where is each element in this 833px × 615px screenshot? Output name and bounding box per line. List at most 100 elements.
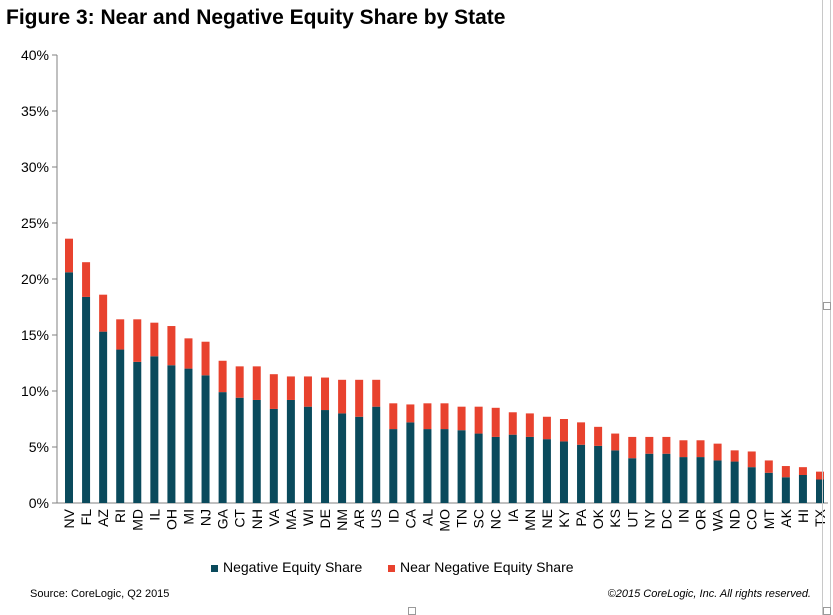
bar-near-negative-nm (338, 379, 347, 414)
bar-negative-co (747, 467, 756, 503)
bar-near-negative-ks (611, 433, 620, 451)
y-tick-label: 35% (21, 103, 49, 119)
bar-near-negative-in (679, 440, 688, 458)
x-tick-label: WI (300, 509, 316, 526)
x-tick-label: SC (471, 509, 487, 528)
source-note: Source: CoreLogic, Q2 2015 (30, 588, 170, 600)
x-tick-label: TX (812, 508, 828, 527)
bar-negative-va (269, 408, 278, 503)
chart-title: Figure 3: Near and Negative Equity Share… (6, 6, 506, 29)
legend-label-negative: Negative Equity Share (223, 559, 363, 575)
x-tick-label: MO (437, 509, 453, 532)
bar-near-negative-ct (235, 366, 244, 398)
bar-near-negative-ak (781, 466, 790, 478)
x-tick-label: DE (317, 509, 333, 528)
x-tick-label: AR (351, 509, 367, 528)
bar-near-negative-az (99, 294, 108, 332)
x-tick-label: AK (778, 508, 794, 527)
bar-near-negative-fl (82, 262, 91, 297)
x-tick-label: MN (522, 509, 538, 531)
bar-negative-wa (713, 460, 722, 503)
bar-near-negative-tx (816, 471, 824, 480)
legend-swatch-negative (211, 565, 218, 572)
bar-near-negative-nj (201, 341, 210, 376)
bar-negative-ut (628, 458, 637, 503)
bar-near-negative-il (150, 322, 159, 357)
bar-negative-il (150, 356, 159, 503)
bar-near-negative-va (269, 374, 278, 409)
bar-negative-or (696, 457, 705, 503)
x-tick-label: MI (180, 509, 196, 525)
bar-near-negative-co (747, 451, 756, 468)
x-tick-label: VA (266, 508, 282, 526)
bar-near-negative-wa (713, 443, 722, 461)
bar-negative-al (423, 429, 432, 503)
y-tick-label: 40% (21, 47, 49, 63)
bar-negative-nd (730, 461, 739, 503)
bar-negative-sc (474, 433, 483, 503)
x-tick-label: ID (385, 509, 401, 523)
bar-near-negative-ok (594, 426, 603, 446)
x-tick-label: OR (693, 509, 709, 530)
bar-negative-oh (167, 365, 176, 503)
bar-near-negative-ut (628, 436, 637, 459)
x-tick-label: MD (129, 509, 145, 531)
x-tick-label: FL (78, 509, 94, 526)
bar-near-negative-nh (252, 366, 261, 400)
bar-negative-ny (645, 453, 654, 503)
x-tick-label: OH (163, 509, 179, 530)
x-tick-label: NY (641, 508, 657, 528)
y-tick-label: 20% (21, 271, 49, 287)
x-tick-label: TN (454, 509, 470, 528)
bar-negative-nj (201, 375, 210, 503)
bar-negative-md (133, 361, 142, 503)
bar-near-negative-ma (286, 376, 295, 400)
bar-negative-hi (798, 475, 807, 503)
bar-near-negative-nv (65, 238, 73, 273)
bar-near-negative-or (696, 440, 705, 458)
x-tick-label: GA (215, 508, 231, 529)
x-tick-label: MT (761, 509, 777, 530)
bar-negative-mt (764, 472, 773, 503)
bar-negative-mo (440, 429, 449, 503)
resize-handle[interactable] (823, 302, 831, 310)
bar-near-negative-mt (764, 460, 773, 473)
y-tick-label: 15% (21, 327, 49, 343)
bar-negative-nv (65, 272, 73, 503)
bar-negative-ne (542, 439, 551, 503)
bar-negative-ma (286, 399, 295, 503)
x-tick-label: KY (556, 508, 572, 527)
bar-near-negative-ia (508, 412, 517, 435)
resize-handle[interactable] (408, 607, 416, 615)
x-tick-label: HI (795, 509, 811, 523)
bar-negative-tx (816, 479, 824, 503)
bar-near-negative-ri (116, 319, 125, 350)
bar-negative-ca (406, 422, 415, 503)
bar-near-negative-ne (542, 416, 551, 440)
bar-near-negative-us (372, 379, 381, 407)
x-tick-label: IL (146, 509, 162, 521)
y-tick-label: 30% (21, 159, 49, 175)
bar-negative-mn (525, 436, 534, 503)
x-tick-label: RI (112, 509, 128, 523)
bar-negative-nh (252, 399, 261, 503)
x-tick-label: WA (710, 508, 726, 531)
bar-negative-ct (235, 397, 244, 503)
bar-near-negative-mn (525, 413, 534, 437)
x-tick-label: CO (744, 509, 760, 530)
resize-handle[interactable] (823, 607, 831, 615)
x-tick-label: NH (249, 509, 265, 529)
x-tick-label: NC (488, 509, 504, 529)
x-tick-label: IA (505, 508, 521, 522)
bar-near-negative-mi (184, 338, 193, 369)
bar-negative-mi (184, 368, 193, 503)
bar-negative-ks (611, 450, 620, 503)
x-tick-label: NE (539, 509, 555, 528)
bar-near-negative-ny (645, 436, 654, 454)
bar-negative-ri (116, 349, 125, 503)
bar-negative-id (389, 429, 398, 503)
bar-near-negative-sc (474, 406, 483, 434)
bar-negative-de (321, 410, 330, 503)
